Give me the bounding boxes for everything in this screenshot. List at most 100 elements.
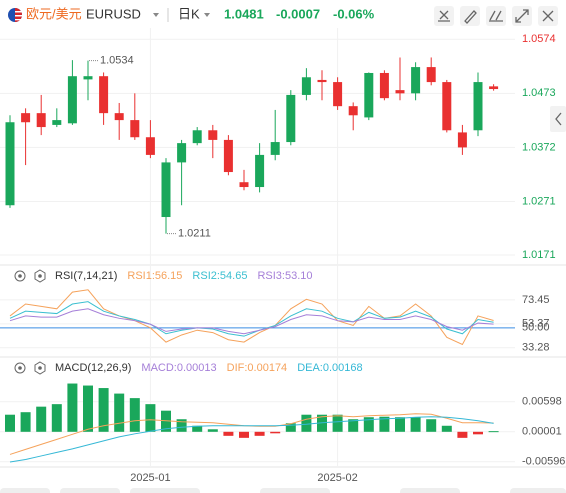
candle-body bbox=[208, 130, 218, 140]
period-dropdown[interactable] bbox=[204, 13, 210, 17]
instrument-name: 欧元/美元 bbox=[26, 6, 82, 21]
legend-entry: MACD:0.00013 bbox=[141, 362, 216, 374]
legend-entry: DIF:0.00174 bbox=[227, 362, 288, 374]
histogram-bar bbox=[410, 417, 421, 432]
candle-body bbox=[239, 182, 249, 188]
histogram-bar bbox=[395, 417, 405, 432]
x-tick-label: 2025-01 bbox=[130, 472, 170, 484]
candle-body bbox=[130, 120, 140, 138]
last-price: 1.0481 bbox=[224, 6, 264, 21]
instrument-symbol: EURUSD bbox=[86, 6, 141, 21]
symbol-dropdown[interactable] bbox=[153, 13, 159, 17]
candle-body bbox=[348, 106, 358, 116]
y-tick-label: 1.0574 bbox=[522, 33, 556, 45]
y-tick-label: 1.0372 bbox=[522, 141, 556, 153]
histogram-bar bbox=[239, 431, 249, 438]
indicator-line bbox=[9, 416, 494, 463]
candle-body bbox=[21, 113, 31, 123]
histogram-bar bbox=[114, 393, 125, 432]
histogram-bar bbox=[301, 414, 312, 432]
macd-eye-icon[interactable] bbox=[14, 362, 26, 374]
histogram-bar bbox=[348, 419, 359, 432]
y-tick-label: 50.00 bbox=[522, 322, 550, 334]
candle-body bbox=[99, 76, 109, 114]
flag-icon bbox=[8, 8, 22, 22]
period[interactable]: 日K bbox=[178, 6, 200, 21]
indicator-button[interactable] bbox=[434, 6, 454, 26]
scroll-left-button[interactable] bbox=[550, 106, 566, 132]
legend-entry: RSI3:53.10 bbox=[257, 270, 312, 282]
candle-body bbox=[36, 113, 46, 128]
histogram-bar bbox=[254, 431, 265, 436]
bottom-toolbar bbox=[0, 488, 566, 493]
histogram-bar bbox=[488, 431, 499, 433]
candle-body bbox=[379, 72, 389, 99]
candle-body bbox=[426, 67, 436, 83]
candle-body bbox=[317, 79, 327, 83]
indicator-line bbox=[9, 301, 494, 337]
histogram-bar bbox=[441, 425, 452, 432]
candle-body bbox=[442, 82, 452, 131]
y-tick-label: 1.0171 bbox=[522, 249, 556, 261]
y-tick-label: 1.0271 bbox=[522, 195, 556, 207]
candle-body bbox=[67, 76, 77, 124]
histogram-bar bbox=[176, 419, 187, 432]
histogram-bar bbox=[317, 414, 327, 432]
candle-body bbox=[473, 82, 483, 131]
histogram-bar bbox=[5, 414, 15, 432]
histogram-bar bbox=[192, 425, 203, 432]
y-tick-label: 33.28 bbox=[522, 342, 550, 354]
y-tick-label: 0.00001 bbox=[522, 426, 562, 438]
legend-entry: RSI2:54.65 bbox=[192, 270, 247, 282]
candle-body bbox=[83, 76, 93, 80]
candle-body bbox=[270, 142, 280, 155]
draw-button[interactable] bbox=[460, 6, 480, 26]
annotation: 1.0211 bbox=[178, 228, 211, 240]
panel-title: MACD(12,26,9) bbox=[55, 362, 131, 374]
histogram-bar bbox=[332, 414, 343, 432]
rsi-settings-icon[interactable] bbox=[34, 269, 46, 283]
histogram-bar bbox=[161, 410, 171, 432]
histogram-bar bbox=[67, 383, 78, 432]
fullscreen-button[interactable] bbox=[512, 6, 532, 26]
price-change: -0.0007 bbox=[276, 6, 320, 21]
histogram-bar bbox=[223, 431, 234, 436]
y-tick-label: 1.0473 bbox=[522, 87, 556, 99]
candle-body bbox=[192, 130, 202, 144]
candle-body bbox=[145, 137, 155, 155]
annotation: 1.0534 bbox=[100, 55, 134, 67]
rsi-eye-icon[interactable] bbox=[14, 270, 26, 282]
candle-body bbox=[52, 120, 62, 125]
histogram-bar bbox=[20, 412, 31, 432]
panel-title: RSI(7,14,21) bbox=[55, 270, 117, 282]
candle-body bbox=[177, 143, 187, 163]
y-tick-label: 53.37 bbox=[522, 318, 550, 330]
histogram-bar bbox=[129, 398, 140, 432]
y-tick-label: 0.00598 bbox=[522, 396, 562, 408]
close-button[interactable] bbox=[538, 6, 558, 26]
histogram-bar bbox=[98, 388, 109, 432]
y-tick-label: -0.00596 bbox=[522, 456, 565, 468]
histogram-bar bbox=[426, 419, 437, 432]
candle-body bbox=[255, 154, 265, 188]
legend-entry: RSI1:56.15 bbox=[127, 270, 182, 282]
candle-body bbox=[411, 67, 421, 94]
candle-body bbox=[161, 162, 171, 218]
histogram-bar bbox=[473, 431, 483, 435]
y-tick-label: 73.45 bbox=[522, 294, 550, 306]
macd-settings-icon[interactable] bbox=[34, 361, 46, 375]
candle-body bbox=[364, 72, 374, 118]
histogram-bar bbox=[457, 431, 468, 438]
tools-button[interactable] bbox=[486, 6, 506, 26]
candle-body bbox=[395, 90, 405, 94]
candle-body bbox=[223, 139, 233, 173]
histogram-bar bbox=[36, 406, 47, 432]
candle-body bbox=[457, 132, 467, 148]
histogram-bar bbox=[270, 431, 281, 434]
histogram-bar bbox=[83, 385, 93, 432]
indicator-line bbox=[9, 289, 494, 346]
histogram-bar bbox=[145, 404, 156, 432]
histogram-bar bbox=[379, 416, 390, 432]
